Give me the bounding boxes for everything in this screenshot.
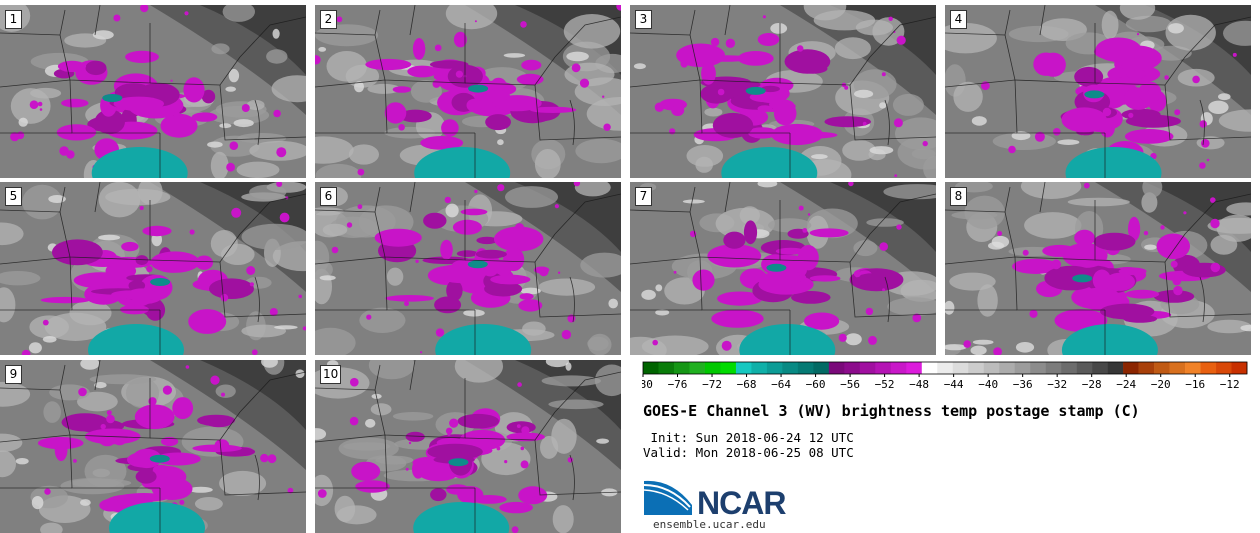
colorbar-bin: [813, 362, 830, 374]
colorbar-bin: [1123, 362, 1139, 374]
wv-map: [945, 5, 1251, 178]
colorbar: −80 −76 −72 −68 −64 −60 −56 −52 −48 −44 −40 −36 −32 −…: [642, 361, 1248, 391]
colorbar-bin: [937, 362, 954, 374]
colorbar-bin: [1030, 362, 1046, 374]
colorbar-bin: [890, 362, 907, 374]
panel-number-label: 4: [950, 10, 967, 29]
ensemble-member-panel: 6: [315, 182, 621, 355]
wv-map: [315, 360, 621, 533]
colorbar-bin: [1076, 362, 1093, 374]
colorbar-bin: [1138, 362, 1155, 374]
colorbar-bin: [704, 362, 721, 374]
wv-map: [945, 182, 1251, 355]
wv-map: [630, 182, 936, 355]
colorbar-bin: [1169, 362, 1186, 374]
colorbar-tick-label: −24: [1116, 378, 1136, 391]
colorbar-bin: [1045, 362, 1062, 374]
colorbar-bin: [1216, 362, 1232, 374]
colorbar-bin: [859, 362, 876, 374]
colorbar-bin: [673, 362, 690, 374]
wv-map: [0, 182, 306, 355]
colorbar-tick-label: −44: [944, 378, 964, 391]
colorbar-bin: [782, 362, 799, 374]
panel-number-label: 10: [320, 365, 342, 384]
colorbar-tick-label: −76: [668, 378, 688, 391]
colorbar-bin: [1200, 362, 1217, 374]
wv-map: [0, 360, 306, 533]
panel-number-label: 5: [5, 187, 22, 206]
ensemble-member-panel: 4: [945, 5, 1251, 178]
colorbar-tick-label: −40: [978, 378, 998, 391]
ensemble-member-panel: 10: [315, 360, 621, 533]
wv-map: [315, 5, 621, 178]
colorbar-tick-label: −52: [875, 378, 895, 391]
ncar-logo-icon: [643, 480, 692, 515]
colorbar-tick-label: −16: [1185, 378, 1205, 391]
colorbar-bin: [952, 362, 969, 374]
colorbar-tick-label: −68: [737, 378, 757, 391]
map-title: GOES-E Channel 3 (WV) brightness temp po…: [643, 402, 1140, 420]
init-time: Init: Sun 2018-06-24 12 UTC: [643, 430, 854, 445]
colorbar-tick-label: −36: [1013, 378, 1033, 391]
colorbar-bin: [1231, 362, 1248, 374]
colorbar-tick-label: −72: [702, 378, 722, 391]
colorbar-bin: [828, 362, 845, 374]
colorbar-bin: [1154, 362, 1170, 374]
colorbar-bin: [1014, 362, 1031, 374]
panel-number-label: 8: [950, 187, 967, 206]
colorbar-bin: [983, 362, 1000, 374]
colorbar-tick-label: −60: [806, 378, 826, 391]
ensemble-member-panel: 8: [945, 182, 1251, 355]
colorbar-bin: [689, 362, 706, 374]
colorbar-tick-label: −56: [840, 378, 860, 391]
colorbar-bin: [875, 362, 892, 374]
colorbar-border: [642, 361, 1248, 375]
colorbar-bin: [1092, 362, 1108, 374]
ensemble-member-panel: 3: [630, 5, 936, 178]
valid-time: Valid: Mon 2018-06-25 08 UTC: [643, 445, 854, 460]
colorbar-tick-label: −28: [1082, 378, 1102, 391]
ensemble-member-panel: 7: [630, 182, 936, 355]
wv-map: [630, 5, 936, 178]
ncar-logo-text: NCAR: [697, 485, 786, 521]
colorbar-bin: [797, 362, 814, 374]
panel-number-label: 9: [5, 365, 22, 384]
colorbar-tick-label: −32: [1047, 378, 1067, 391]
colorbar-bin: [921, 362, 938, 374]
colorbar-tick-label: −80: [642, 378, 653, 391]
ensemble-member-panel: 5: [0, 182, 306, 355]
panel-number-label: 1: [5, 10, 22, 29]
colorbar-bin: [968, 362, 985, 374]
colorbar-tick-label: −64: [771, 378, 791, 391]
colorbar-tick-label: −48: [909, 378, 929, 391]
colorbar-bin: [1185, 362, 1201, 374]
colorbar-bin: [735, 362, 752, 374]
logo-url: ensemble.ucar.edu: [653, 518, 766, 531]
panel-number-label: 3: [635, 10, 652, 29]
panel-number-label: 7: [635, 187, 652, 206]
colorbar-tick-label: −12: [1220, 378, 1240, 391]
colorbar-bin: [906, 362, 923, 374]
panel-number-label: 2: [320, 10, 337, 29]
colorbar-bin: [1061, 362, 1077, 374]
colorbar-bin: [766, 362, 783, 374]
ensemble-member-panel: 1: [0, 5, 306, 178]
colorbar-bin: [658, 362, 675, 374]
colorbar-bin: [844, 362, 861, 374]
ensemble-member-panel: 2: [315, 5, 621, 178]
colorbar-bin: [1107, 362, 1124, 374]
wv-map: [315, 182, 621, 355]
wv-map: [0, 5, 306, 178]
colorbar-bin: [751, 362, 768, 374]
colorbar-bin: [720, 362, 737, 374]
colorbar-bin: [643, 362, 659, 374]
panel-number-label: 6: [320, 187, 337, 206]
colorbar-tick-label: −20: [1151, 378, 1171, 391]
colorbar-bin: [999, 362, 1015, 374]
ensemble-member-panel: 9: [0, 360, 306, 533]
